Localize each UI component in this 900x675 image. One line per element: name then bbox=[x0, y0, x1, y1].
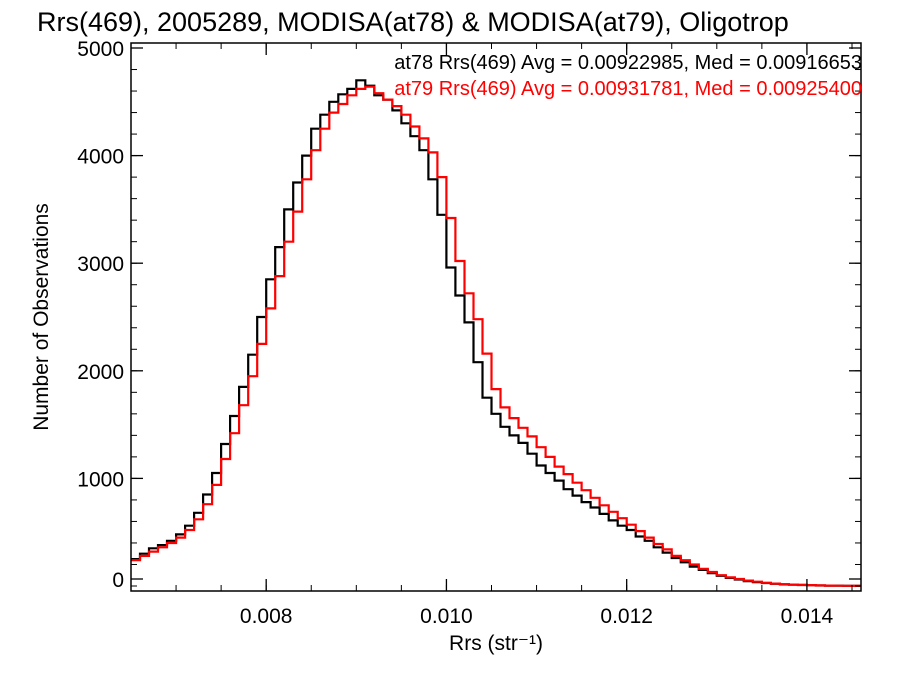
y-tick-label: 1000 bbox=[77, 468, 124, 491]
series-layer bbox=[131, 79, 861, 587]
y-tick-label: 5000 bbox=[77, 38, 124, 61]
legend: at78 Rrs(469) Avg = 0.00922985, Med = 0.… bbox=[394, 52, 862, 100]
y-tick-label: 3000 bbox=[77, 253, 124, 276]
chart-title: Rrs(469), 2005289, MODISA(at78) & MODISA… bbox=[37, 7, 789, 37]
y-tick-label: 0 bbox=[112, 569, 124, 592]
x-tick-label: 0.008 bbox=[240, 605, 293, 628]
x-tick-label: 0.012 bbox=[600, 605, 653, 628]
x-axis-label: Rrs (str⁻¹) bbox=[449, 632, 543, 655]
y-axis-label: Number of Observations bbox=[30, 203, 53, 431]
x-tick-label: 0.010 bbox=[420, 605, 473, 628]
x-tick-label: 0.014 bbox=[781, 605, 834, 628]
y-tick-label: 2000 bbox=[77, 361, 124, 384]
legend-entry-1: at78 Rrs(469) Avg = 0.00922985, Med = 0.… bbox=[394, 52, 862, 74]
ticks-layer: 0.008 0.010 0.012 0.014 0 1000 2000 3000 4000 500… bbox=[77, 38, 861, 628]
legend-entry-2: at79 Rrs(469) Avg = 0.00931781, Med = 0.… bbox=[394, 78, 862, 100]
y-tick-label: 4000 bbox=[77, 146, 124, 169]
series-line-2 bbox=[131, 85, 861, 587]
plot-frame bbox=[130, 42, 862, 592]
